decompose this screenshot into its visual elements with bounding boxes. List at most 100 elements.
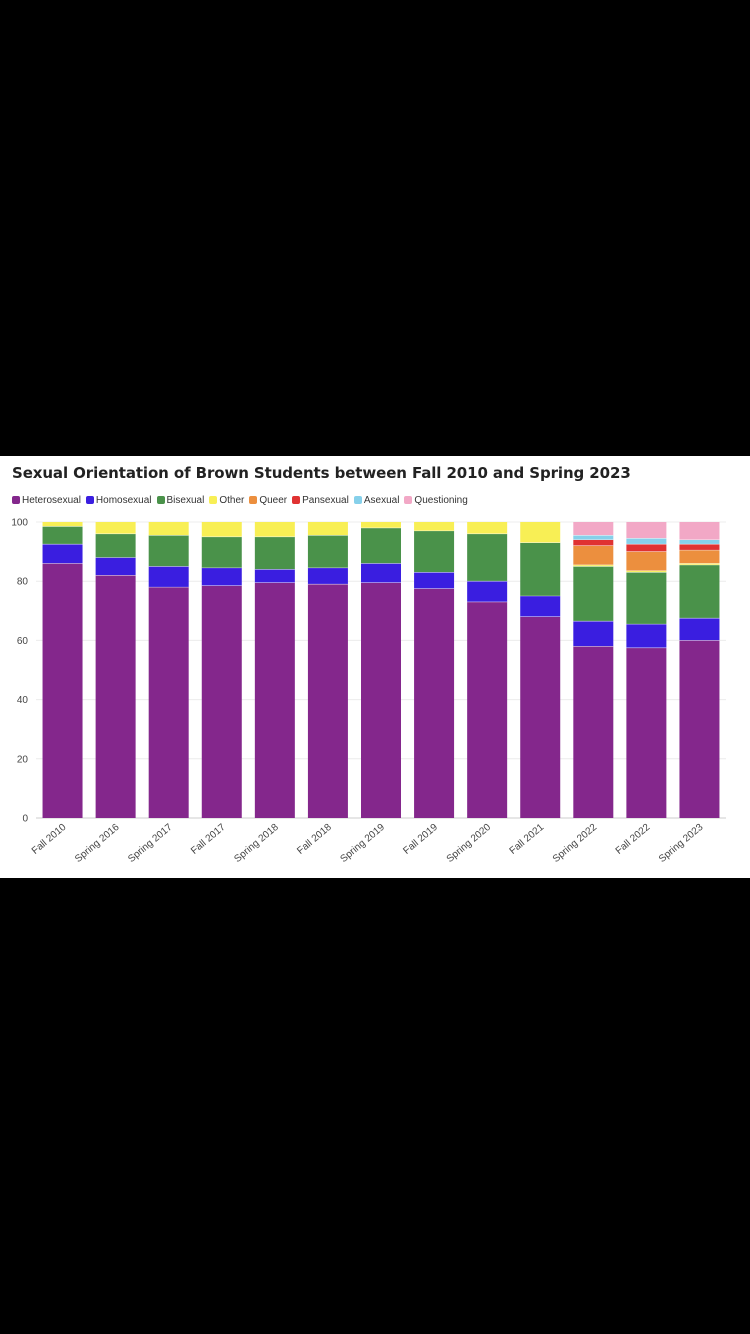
bar-heterosexual-fall-2019 — [414, 588, 455, 818]
bar-asexual-spring-2023 — [679, 539, 720, 545]
bar-homosexual-fall-2017 — [201, 567, 242, 586]
x-tick-label: Spring 2023 — [657, 822, 706, 865]
bar-pansexual-fall-2022 — [626, 544, 667, 552]
y-tick-label: 20 — [17, 754, 29, 765]
bar-queer-spring-2022 — [573, 545, 614, 565]
bar-bisexual-fall-2019 — [414, 530, 455, 573]
legend-label: Asexual — [363, 494, 400, 506]
bar-bisexual-fall-2018 — [307, 535, 348, 568]
y-tick-label: 100 — [11, 518, 28, 529]
y-tick-label: 80 — [17, 577, 29, 588]
bar-homosexual-spring-2023 — [679, 618, 720, 641]
legend-label: Heterosexual — [22, 494, 81, 506]
legend: Heterosexual Homosexual Bisexual Other Queer… — [12, 493, 473, 507]
legend-swatch-homosexual — [85, 496, 94, 504]
bar-heterosexual-spring-2020 — [467, 601, 508, 818]
bar-homosexual-fall-2018 — [307, 567, 348, 585]
bar-asexual-spring-2022 — [573, 535, 614, 540]
bar-bisexual-spring-2016 — [95, 533, 136, 558]
bar-bisexual-fall-2010 — [42, 526, 83, 545]
bar-homosexual-spring-2022 — [573, 621, 614, 647]
bar-other-spring-2023 — [679, 563, 720, 565]
legend-swatch-questioning — [404, 496, 413, 504]
x-tick-label: Fall 2019 — [401, 822, 440, 857]
bar-bisexual-spring-2023 — [679, 564, 720, 619]
legend-item-questioning: Questioning — [404, 494, 468, 506]
bar-other-fall-2017 — [201, 522, 242, 537]
legend-swatch-heterosexual — [12, 496, 20, 504]
legend-swatch-queer — [249, 496, 258, 504]
bar-other-spring-2016 — [95, 522, 136, 534]
legend-label: Pansexual — [302, 494, 349, 506]
bar-other-fall-2018 — [307, 522, 348, 536]
legend-swatch-bisexual — [156, 496, 165, 504]
bar-heterosexual-fall-2021 — [520, 616, 561, 818]
x-tick-label: Spring 2018 — [232, 822, 281, 865]
bar-homosexual-spring-2016 — [95, 557, 136, 576]
bar-other-fall-2019 — [414, 522, 455, 531]
x-tick-label: Spring 2019 — [339, 822, 388, 865]
y-tick-label: 40 — [17, 695, 29, 706]
x-tick-label: Fall 2021 — [508, 822, 547, 857]
bar-homosexual-spring-2020 — [467, 581, 508, 602]
bar-pansexual-spring-2023 — [679, 544, 720, 551]
bar-asexual-fall-2022 — [626, 538, 667, 545]
legend-swatch-other — [209, 496, 218, 504]
bar-homosexual-fall-2010 — [42, 544, 83, 564]
bar-questioning-spring-2023 — [679, 522, 720, 540]
chart-panel: Sexual Orientation of Brown Students bet… — [0, 456, 750, 878]
bar-homosexual-spring-2019 — [361, 563, 401, 583]
bar-homosexual-spring-2018 — [254, 569, 295, 583]
bar-heterosexual-spring-2019 — [361, 582, 401, 818]
y-tick-label: 0 — [22, 814, 28, 825]
bar-bisexual-spring-2022 — [573, 566, 614, 622]
bar-other-spring-2017 — [148, 522, 189, 536]
legend-item-bisexual: Bisexual — [156, 494, 205, 506]
bar-heterosexual-spring-2023 — [679, 640, 720, 818]
bar-heterosexual-fall-2022 — [626, 647, 667, 818]
legend-label: Queer — [259, 494, 288, 506]
bar-bisexual-fall-2022 — [626, 572, 667, 625]
bar-heterosexual-spring-2022 — [573, 646, 614, 818]
legend-item-homosexual: Homosexual — [85, 494, 152, 506]
bar-bisexual-spring-2020 — [467, 533, 508, 582]
x-tick-label: Fall 2017 — [189, 822, 228, 857]
x-tick-label: Spring 2022 — [551, 822, 600, 865]
bar-other-fall-2010 — [42, 522, 83, 527]
bar-heterosexual-spring-2018 — [254, 582, 295, 818]
legend-label: Bisexual — [166, 494, 205, 506]
bar-other-spring-2019 — [361, 522, 401, 528]
x-tick-label: Fall 2022 — [614, 822, 653, 857]
bar-bisexual-fall-2021 — [520, 542, 561, 596]
bar-bisexual-fall-2017 — [201, 536, 242, 568]
legend-item-heterosexual: Heterosexual — [12, 495, 81, 506]
bar-bisexual-spring-2019 — [361, 527, 401, 564]
legend-item-queer: Queer — [249, 495, 287, 506]
bar-pansexual-spring-2022 — [573, 539, 614, 546]
legend-item-pansexual: Pansexual — [292, 495, 349, 506]
bar-homosexual-fall-2022 — [626, 624, 667, 648]
bar-other-fall-2022 — [626, 570, 667, 573]
bar-queer-spring-2023 — [679, 550, 720, 564]
bar-questioning-fall-2022 — [626, 522, 667, 539]
x-tick-label: Fall 2010 — [30, 822, 69, 857]
legend-label: Questioning — [414, 494, 468, 506]
legend-label: Other — [219, 494, 245, 506]
legend-swatch-asexual — [353, 496, 362, 504]
bar-other-spring-2020 — [467, 522, 508, 534]
legend-swatch-pansexual — [292, 496, 301, 504]
bar-bisexual-spring-2017 — [148, 535, 189, 567]
x-tick-label: Spring 2016 — [73, 822, 122, 865]
legend-label: Homosexual — [95, 494, 152, 506]
bar-heterosexual-fall-2017 — [201, 585, 242, 818]
legend-item-asexual: Asexual — [353, 494, 400, 506]
chart-title: Sexual Orientation of Brown Students bet… — [12, 464, 631, 482]
bar-homosexual-spring-2017 — [148, 566, 189, 588]
bar-other-fall-2021 — [520, 522, 561, 543]
bar-queer-fall-2022 — [626, 551, 667, 571]
x-tick-label: Spring 2017 — [126, 822, 175, 865]
bar-homosexual-fall-2019 — [414, 572, 455, 589]
bar-heterosexual-spring-2017 — [148, 587, 189, 818]
bar-heterosexual-fall-2018 — [307, 584, 348, 818]
